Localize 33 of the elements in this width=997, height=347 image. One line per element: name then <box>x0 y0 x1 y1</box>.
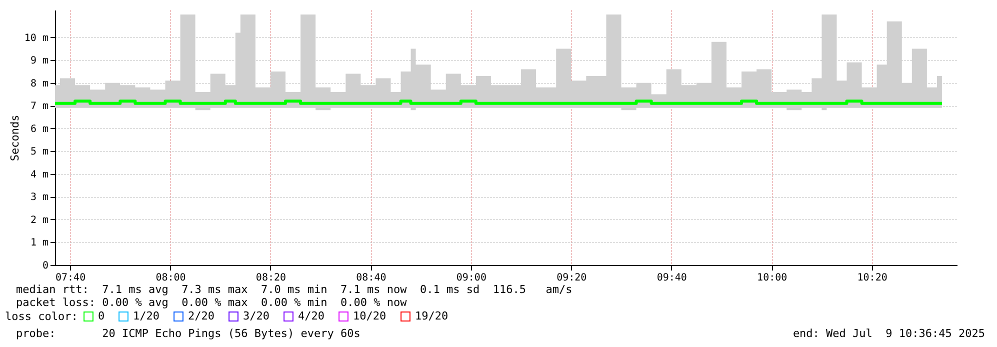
legend-label: 2/20 <box>188 310 214 323</box>
y-tick-label: 3 m <box>30 192 48 204</box>
legend-label: 4/20 <box>298 310 324 323</box>
x-tick-label: 09:00 <box>456 272 486 284</box>
y-tick-label: 6 m <box>30 124 48 135</box>
x-tick-label: 09:20 <box>556 272 587 284</box>
x-tick-label: 10:00 <box>757 272 788 284</box>
legend-label: 3/20 <box>243 310 270 323</box>
text: probe: 20 ICMP Echo Pings (56 Bytes) every 60s <box>16 327 360 340</box>
y-axis-title: Seconds <box>8 114 22 162</box>
y-tick-label: 4 m <box>30 169 48 180</box>
legend-label: 0 <box>98 310 105 323</box>
y-tick-label: 5 m <box>30 146 48 158</box>
legend-label: 1/20 <box>133 310 160 323</box>
text: end: Wed Jul 9 10:36:45 2025 <box>792 327 985 340</box>
text: median rtt: 7.1 ms avg 7.3 ms max 7.0 ms min 7.1 ms now 0.1 ms sd 116.5 am/s <box>16 283 572 296</box>
y-tick-label: 2 m <box>30 214 48 226</box>
x-tick-label: 08:00 <box>156 272 186 284</box>
y-tick-label: 8 m <box>30 78 48 90</box>
y-tick-label: 1 m <box>30 238 48 249</box>
y-tick-label: 10 m <box>24 32 48 44</box>
x-tick-label: 07:40 <box>55 272 86 284</box>
x-tick-label: 08:40 <box>356 272 386 284</box>
x-tick-label: 09:40 <box>656 272 687 284</box>
legend-title: loss color: <box>5 310 78 323</box>
text: packet loss: 0.00 % avg 0.00 % max 0.00 % min 0.00 % now <box>16 296 407 309</box>
legend-label: 10/20 <box>353 310 386 323</box>
y-tick-label: 0 <box>42 260 48 272</box>
y-tick-label: 9 m <box>30 56 48 67</box>
legend-label: 19/20 <box>415 310 448 323</box>
x-tick-label: 08:20 <box>256 272 286 284</box>
y-tick-label: 7 m <box>30 101 48 112</box>
x-tick-label: 10:20 <box>857 272 888 284</box>
